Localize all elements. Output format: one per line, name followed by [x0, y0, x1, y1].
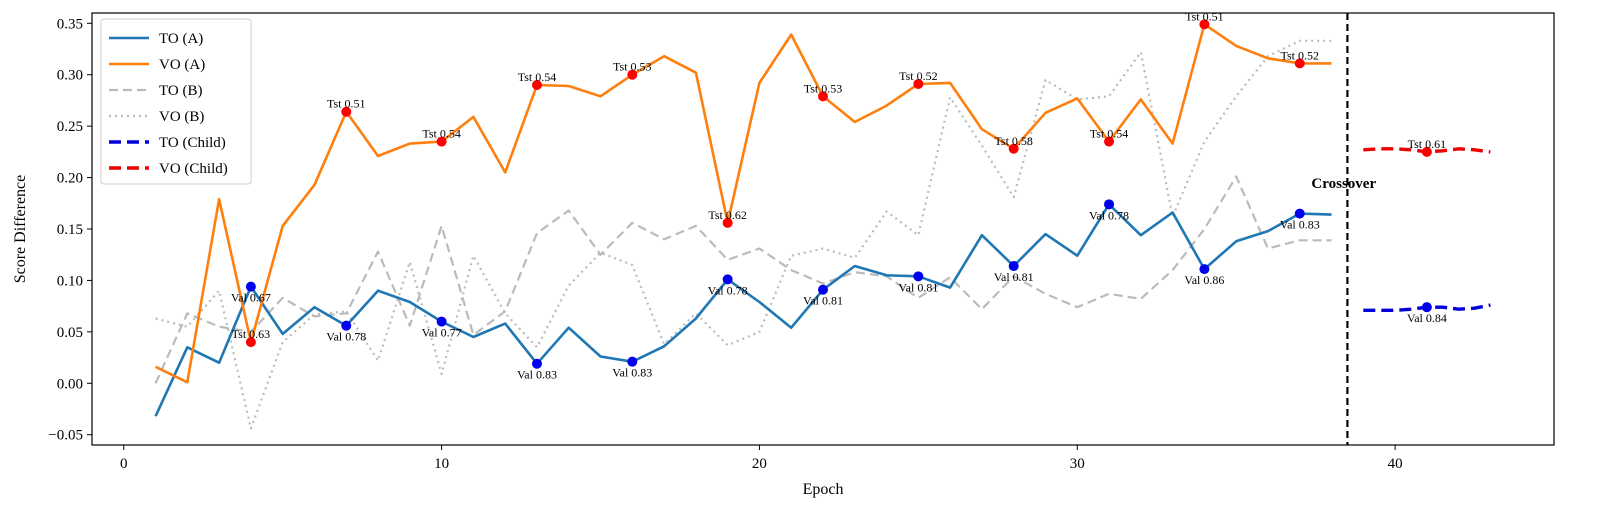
tst-marker [722, 217, 733, 228]
legend-label-vo-b: VO (B) [159, 109, 204, 125]
tst-marker [1421, 146, 1432, 157]
crossover-label: Crossover [1311, 176, 1376, 192]
tst-annotation: Tst 0.51 [1185, 9, 1224, 23]
val-annotation: Val 0.83 [1280, 218, 1320, 232]
y-tick-label: 0.20 [57, 171, 83, 187]
val-marker [1294, 208, 1305, 219]
val-annotation: Val 0.84 [1407, 311, 1447, 325]
tst-marker [245, 337, 256, 348]
val-marker [245, 281, 256, 292]
val-annotation: Val 0.83 [612, 366, 652, 380]
tst-annotation: Tst 0.53 [613, 60, 652, 74]
tst-annotation: Tst 0.51 [327, 97, 366, 111]
val-annotation: Val 0.78 [708, 283, 748, 297]
legend-label-to-b: TO (B) [159, 83, 202, 99]
tst-marker [913, 78, 924, 89]
tst-annotation: Tst 0.54 [1090, 127, 1129, 141]
y-tick-label: −0.05 [48, 428, 83, 444]
tst-marker [436, 136, 447, 147]
legend: TO (A) VO (A) TO (B) VO (B) TO (Child) VO (Ch… [100, 18, 252, 185]
val-annotation: Val 0.78 [1089, 208, 1129, 222]
tst-marker [531, 80, 542, 90]
val-annotation: Val 0.77 [422, 326, 462, 340]
y-tick-label: 0.15 [57, 222, 83, 238]
val-marker [436, 316, 447, 327]
val-annotation: Val 0.78 [326, 330, 366, 344]
x-tick-label: 20 [752, 456, 767, 472]
tst-marker [1294, 58, 1305, 69]
tst-annotation: Tst 0.63 [232, 327, 271, 341]
y-tick-label: 0.05 [57, 325, 83, 341]
y-tick-label: 0.00 [57, 376, 83, 392]
tst-annotation: Tst 0.62 [708, 208, 747, 222]
val-marker [1104, 199, 1115, 210]
y-tick-label: 0.35 [57, 16, 83, 32]
tst-annotation: Tst 0.52 [899, 69, 938, 83]
y-axis-label: Score Difference [12, 175, 29, 284]
y-tick-label: 0.25 [57, 119, 83, 135]
val-marker [341, 320, 352, 331]
x-tick-label: 30 [1070, 456, 1085, 472]
tst-annotation: Tst 0.54 [422, 127, 461, 141]
tst-annotation: Tst 0.61 [1408, 137, 1447, 151]
tst-marker [818, 91, 828, 102]
tst-annotation: Tst 0.54 [518, 70, 557, 84]
y-tick-label: 0.30 [57, 68, 83, 84]
x-tick-label: 0 [120, 456, 128, 472]
series-line-vo-a [155, 22, 1332, 384]
val-marker [531, 358, 542, 369]
series-line-to-b [154, 175, 1332, 384]
crossover-layer: Crossover [1311, 13, 1376, 445]
tst-marker [341, 106, 352, 117]
tst-marker [1104, 136, 1115, 147]
val-annotation: Val 0.83 [517, 368, 557, 382]
tst-marker [1008, 143, 1019, 154]
y-tick-label: 0.10 [57, 273, 83, 289]
annotation-layer: Val 0.67 Val 0.78 Val 0.77 Val 0.83 Val 0.83… [231, 9, 1447, 381]
legend-label-to-a: TO (A) [159, 31, 203, 47]
series-line-to-a [154, 203, 1332, 417]
val-marker [1008, 261, 1019, 272]
series-line-vo-b [155, 39, 1332, 430]
tst-annotation: Tst 0.58 [994, 134, 1033, 148]
val-annotation: Val 0.81 [898, 280, 938, 294]
x-tick-label: 10 [434, 456, 449, 472]
series-layer [154, 22, 1491, 430]
legend-label-to-child: TO (Child) [159, 135, 226, 151]
tst-marker [1199, 19, 1210, 30]
val-marker [818, 284, 828, 295]
val-marker [913, 271, 924, 282]
legend-label-vo-a: VO (A) [159, 57, 205, 73]
tst-annotation: Tst 0.52 [1280, 48, 1319, 62]
val-annotation: Val 0.86 [1184, 273, 1224, 287]
val-marker [1199, 264, 1210, 275]
tst-marker [627, 69, 638, 80]
x-tick-label: 40 [1388, 456, 1403, 472]
val-annotation: Val 0.67 [231, 291, 271, 305]
marker-layer [245, 19, 1432, 369]
axis-layer: 0 10 20 30 40 −0.05 0.00 0.05 0.10 0.15 0.20 0.25 0.… [48, 16, 1402, 472]
tst-annotation: Tst 0.53 [804, 81, 843, 95]
x-axis-label: Epoch [803, 481, 844, 498]
val-annotation: Val 0.81 [803, 294, 843, 308]
val-annotation: Val 0.81 [994, 270, 1034, 284]
legend-label-vo-child: VO (Child) [159, 161, 228, 177]
val-marker [722, 274, 733, 285]
val-marker [627, 356, 638, 367]
val-marker [1421, 302, 1432, 313]
